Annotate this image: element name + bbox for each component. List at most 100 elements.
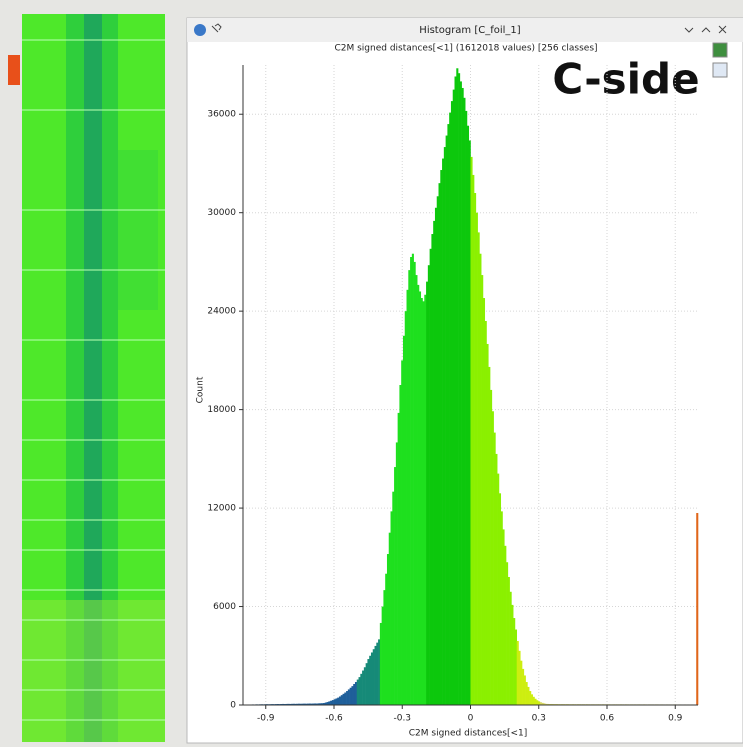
histogram-bar [367, 659, 369, 705]
histogram-bar [453, 90, 455, 705]
histogram-bar [494, 433, 496, 705]
histogram-bar [382, 607, 384, 705]
histogram-bar [394, 467, 396, 705]
app-icon [194, 24, 206, 36]
histogram-bar [378, 639, 380, 705]
page: Histogram [C_foil_1] C2M signed distance… [0, 0, 743, 747]
y-tick-label: 24000 [207, 307, 236, 317]
histogram-bar [351, 686, 353, 705]
histogram-bar [392, 492, 394, 705]
histogram-bar [447, 124, 449, 705]
histogram-bar [469, 140, 471, 705]
screen: Histogram [C_foil_1] C2M signed distance… [0, 0, 743, 747]
histogram-bar [465, 111, 467, 705]
histogram-bar [334, 699, 336, 705]
histogram-bar [399, 385, 401, 705]
histogram-bar [463, 98, 465, 705]
histogram-bar [391, 511, 393, 705]
histogram-bar [472, 175, 474, 705]
histogram-bar [513, 618, 515, 705]
histogram-bar [444, 147, 446, 705]
histogram-bar [355, 682, 357, 705]
histogram-bar [534, 699, 536, 705]
histogram-bar [364, 667, 366, 705]
histogram-bar [479, 254, 481, 705]
histogram-bar [492, 411, 494, 705]
histogram-bar [344, 693, 346, 705]
histogram-bar [481, 275, 483, 705]
histogram-bar [527, 687, 529, 705]
histogram-bar [483, 298, 485, 705]
histogram-bar [369, 656, 371, 705]
histogram-bar [495, 454, 497, 705]
histogram-bar [428, 265, 430, 705]
histogram-bar [350, 688, 352, 705]
histogram-bar [458, 73, 460, 705]
histogram-bar [522, 669, 524, 705]
export-image-button[interactable] [713, 63, 727, 77]
histogram-bar [511, 605, 513, 705]
x-tick-label: 0.6 [600, 714, 615, 724]
x-tick-label: -0.6 [325, 714, 343, 724]
histogram-bar [518, 651, 520, 705]
histogram-bar [439, 183, 441, 705]
histogram-bar [478, 232, 480, 705]
point-cloud-view [8, 14, 165, 742]
histogram-bar [414, 262, 416, 705]
histogram-bar [435, 208, 437, 705]
x-tick-label: 0 [468, 714, 474, 724]
export-csv-button[interactable] [713, 43, 727, 57]
histogram-bar [533, 697, 535, 705]
histogram-bar [376, 643, 378, 705]
histogram-bar [412, 254, 414, 705]
histogram-bar [383, 590, 385, 705]
histogram-bar [415, 275, 417, 705]
histogram-bar [398, 413, 400, 705]
histogram-bar [440, 170, 442, 705]
histogram-bar [362, 671, 364, 705]
histogram-bar [538, 701, 540, 705]
histogram-bar [360, 674, 362, 705]
histogram-bar [696, 513, 698, 705]
histogram-bar [520, 661, 522, 705]
histogram-bar [433, 221, 435, 705]
histogram-bar [417, 285, 419, 705]
histogram-bar [451, 101, 453, 705]
x-tick-label: -0.9 [257, 714, 275, 724]
histogram-bar [339, 696, 341, 705]
histogram-bar [332, 700, 334, 705]
histogram-bar [488, 367, 490, 705]
y-tick-label: 36000 [207, 110, 236, 120]
histogram-bar [515, 630, 517, 705]
histogram-bar [467, 126, 469, 705]
cloud-patch [118, 150, 158, 310]
histogram-bar [442, 159, 444, 705]
histogram-bar [337, 698, 339, 705]
y-tick-label: 6000 [213, 602, 236, 612]
histogram-bar [424, 295, 426, 705]
y-tick-label: 18000 [207, 405, 236, 415]
histogram-bar [343, 694, 345, 705]
histogram-bar [524, 675, 526, 705]
histogram-bar [430, 249, 432, 705]
y-tick-label: 12000 [207, 504, 236, 514]
histogram-bar [501, 511, 503, 705]
histogram-bar [396, 442, 398, 705]
x-tick-label: 0.9 [668, 714, 683, 724]
histogram-bar [421, 298, 423, 705]
histogram-bar [476, 213, 478, 705]
histogram-bar [373, 649, 375, 705]
histogram-bar [536, 700, 538, 705]
histogram-bar [330, 701, 332, 705]
x-tick-label: -0.3 [393, 714, 411, 724]
histogram-bar [504, 546, 506, 705]
histogram-bar [474, 193, 476, 705]
histogram-bar [456, 68, 458, 705]
histogram-bar [407, 290, 409, 705]
histogram-bar [419, 291, 421, 705]
histogram-bar [531, 694, 533, 705]
histogram-bar [497, 474, 499, 705]
histogram-bar [499, 493, 501, 705]
histogram-bar [408, 270, 410, 705]
histogram-bar [387, 554, 389, 705]
